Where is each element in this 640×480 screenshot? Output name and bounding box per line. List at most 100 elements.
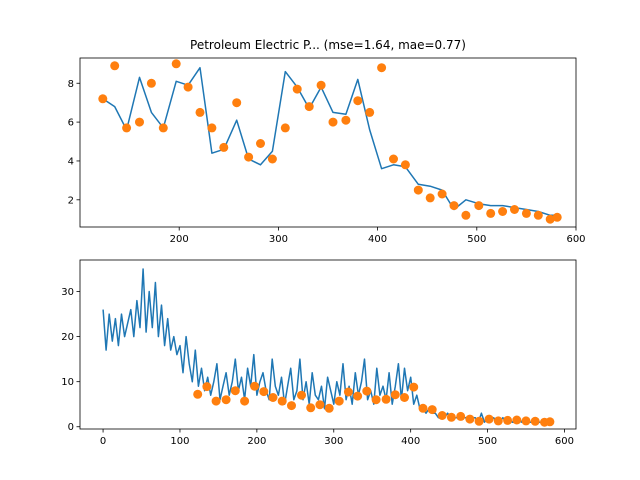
- data-point: [530, 416, 540, 426]
- data-point: [240, 396, 250, 406]
- data-point: [365, 107, 375, 117]
- x-tick-label: 500: [467, 234, 486, 245]
- data-point: [409, 382, 419, 392]
- data-point: [371, 395, 381, 405]
- data-point: [256, 139, 265, 148]
- data-point: [427, 405, 437, 415]
- chart-title: Petroleum Electric P... (mse=1.64, mae=0…: [190, 38, 466, 52]
- data-point: [158, 123, 168, 133]
- data-point: [381, 394, 391, 404]
- bottom-panel: 0 100 200 300 400 500 600 0 10 20 30: [61, 259, 577, 447]
- x-tick-label: 100: [170, 436, 189, 447]
- data-point: [324, 403, 334, 413]
- data-point: [292, 84, 302, 94]
- data-point: [171, 59, 181, 69]
- data-point: [219, 142, 229, 152]
- data-point: [277, 396, 287, 406]
- data-point: [135, 117, 144, 127]
- data-point: [230, 386, 240, 396]
- data-point: [493, 416, 503, 426]
- data-point: [521, 208, 531, 218]
- data-point: [250, 381, 260, 391]
- data-point: [552, 212, 562, 222]
- x-tick-label: 300: [324, 436, 343, 447]
- data-point: [377, 63, 387, 73]
- data-point: [486, 208, 496, 218]
- x-tick-label: 400: [368, 234, 387, 245]
- y-tick-label: 20: [61, 332, 74, 343]
- plot-area: [98, 59, 562, 224]
- x-tick-label: 600: [566, 234, 585, 245]
- data-point: [521, 416, 531, 426]
- y-tick-label: 4: [68, 156, 74, 167]
- data-point: [244, 152, 254, 162]
- data-point: [304, 102, 314, 112]
- data-point: [474, 416, 484, 426]
- data-point: [343, 387, 353, 397]
- data-point: [390, 390, 400, 400]
- data-point: [533, 210, 543, 220]
- data-point: [146, 78, 156, 88]
- data-point: [474, 201, 484, 211]
- x-tick-label: 200: [170, 234, 189, 245]
- data-point: [259, 387, 269, 397]
- x-tick-label: 500: [478, 436, 497, 447]
- data-point: [315, 400, 325, 410]
- data-point: [389, 154, 398, 164]
- data-point: [545, 214, 555, 224]
- data-point: [484, 414, 494, 424]
- data-point: [510, 205, 519, 214]
- data-point: [221, 395, 231, 405]
- data-point: [110, 61, 120, 71]
- data-point: [498, 207, 508, 216]
- data-point: [267, 154, 277, 164]
- data-point: [328, 117, 338, 127]
- data-point: [232, 98, 242, 108]
- x-tick-label: 600: [555, 436, 574, 447]
- data-point: [418, 403, 428, 413]
- data-point: [446, 412, 456, 422]
- data-point: [545, 417, 555, 427]
- x-tick-label: 200: [247, 436, 266, 447]
- data-point: [207, 123, 217, 133]
- data-point: [512, 415, 522, 425]
- data-point: [362, 386, 372, 396]
- data-point: [461, 210, 471, 220]
- data-point: [449, 201, 459, 211]
- y-tick-label: 0: [68, 422, 74, 433]
- data-point: [456, 411, 466, 421]
- top-panel: 200 300 400 500 600 2 4 6 8: [68, 57, 586, 245]
- y-tick-label: 30: [61, 287, 74, 298]
- data-point: [353, 96, 363, 106]
- data-point: [183, 82, 193, 92]
- data-point: [316, 80, 326, 90]
- data-point: [211, 396, 221, 406]
- y-tick-label: 2: [68, 195, 74, 206]
- plot-area: [102, 268, 555, 427]
- x-tick-label: 0: [100, 436, 106, 447]
- data-point: [413, 185, 423, 195]
- data-point: [400, 393, 409, 402]
- data-point: [195, 107, 205, 117]
- data-point: [465, 414, 475, 424]
- y-tick-label: 8: [68, 79, 74, 90]
- data-point: [353, 391, 363, 401]
- data-point: [437, 189, 447, 199]
- data-point: [268, 393, 278, 402]
- series-line: [102, 66, 558, 217]
- data-point: [98, 94, 108, 104]
- data-point: [306, 403, 316, 413]
- x-tick-label: 300: [269, 234, 288, 245]
- y-tick-label: 10: [61, 377, 74, 388]
- data-point: [334, 396, 344, 406]
- data-point: [122, 123, 132, 133]
- data-point: [280, 123, 290, 133]
- data-point: [297, 390, 306, 400]
- axes-frame: [79, 57, 577, 228]
- data-point: [425, 193, 435, 203]
- data-point: [287, 401, 296, 411]
- data-point: [437, 411, 447, 420]
- data-point: [193, 389, 203, 399]
